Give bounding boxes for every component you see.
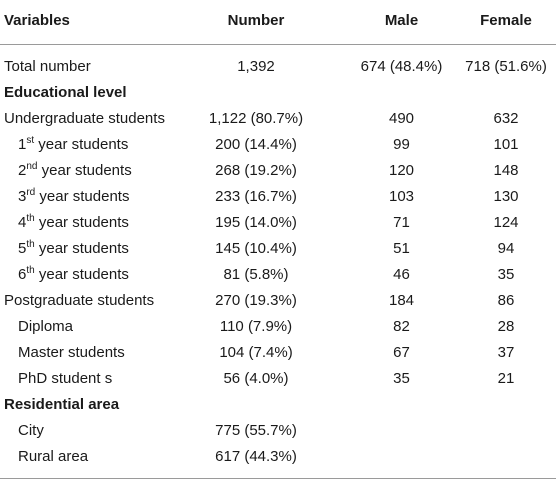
male-cell: 490 xyxy=(388,110,415,127)
male-cell: 674 (48.4%) xyxy=(360,58,443,75)
male-cell: 99 xyxy=(393,136,410,153)
row-label: Undergraduate students xyxy=(4,110,165,127)
number-cell: 1,122 (80.7%) xyxy=(208,110,304,127)
row-label: Master students xyxy=(18,344,125,361)
bottom-rule xyxy=(0,478,556,479)
table-row: 1st year students 200 (14.4%) 99 101 xyxy=(0,132,556,158)
female-cell: 130 xyxy=(493,188,519,205)
row-label: 3rd year students xyxy=(18,184,129,210)
row-label: Diploma xyxy=(18,318,74,335)
section-row: Residential area xyxy=(0,392,556,418)
row-label-rest: year students xyxy=(34,136,129,153)
row-label: 5th year students xyxy=(18,236,129,262)
female-cell: 101 xyxy=(493,136,519,153)
row-label-rest: year students xyxy=(34,240,129,257)
ordinal-suffix: nd xyxy=(26,161,38,172)
number-cell: 145 (10.4%) xyxy=(215,240,297,257)
header-divider xyxy=(0,44,556,45)
row-label: PhD student s xyxy=(18,370,113,387)
number-cell: 200 (14.4%) xyxy=(215,136,297,153)
table-row: 4th year students 195 (14.0%) 71 124 xyxy=(0,210,556,236)
number-cell: 1,392 xyxy=(237,58,275,75)
row-label-rest: year students xyxy=(34,214,129,231)
row-label: Postgraduate students xyxy=(4,292,155,309)
table-row: 5th year students 145 (10.4%) 51 94 xyxy=(0,236,556,262)
ordinal-suffix: rd xyxy=(26,187,36,198)
row-label: 4th year students xyxy=(18,210,129,236)
female-cell: 124 xyxy=(493,214,519,231)
ordinal-suffix: th xyxy=(26,239,35,250)
female-cell: 148 xyxy=(493,162,519,179)
table-row: Total number 1,392 674 (48.4%) 718 (51.6… xyxy=(0,54,556,80)
table-row: 2nd year students 268 (19.2%) 120 148 xyxy=(0,158,556,184)
header-female: Female xyxy=(480,12,532,29)
number-cell: 104 (7.4%) xyxy=(219,344,293,361)
male-cell: 82 xyxy=(393,318,410,335)
ordinal-number: 1 xyxy=(18,136,27,153)
table-row: Master students 104 (7.4%) 67 37 xyxy=(0,340,556,366)
female-cell: 37 xyxy=(497,344,515,361)
female-cell: 35 xyxy=(497,266,515,283)
table-row: Rural area 617 (44.3%) xyxy=(0,444,556,470)
ordinal-number: 6 xyxy=(18,266,27,283)
section-heading: Educational level xyxy=(4,84,127,101)
female-cell: 632 xyxy=(493,110,519,127)
ordinal-number: 5 xyxy=(18,240,27,257)
row-label: Rural area xyxy=(18,448,89,465)
table-row: 6th year students 81 (5.8%) 46 35 xyxy=(0,262,556,288)
row-label: 6th year students xyxy=(18,262,129,288)
section-heading: Residential area xyxy=(4,396,120,413)
number-cell: 270 (19.3%) xyxy=(215,292,297,309)
female-cell: 94 xyxy=(497,240,515,257)
number-cell: 617 (44.3%) xyxy=(215,448,297,465)
ordinal-suffix: th xyxy=(26,213,35,224)
table-row: Postgraduate students 270 (19.3%) 184 86 xyxy=(0,288,556,314)
female-cell: 28 xyxy=(497,318,515,335)
male-cell: 120 xyxy=(388,162,415,179)
number-cell: 110 (7.9%) xyxy=(219,318,293,335)
table-row: Diploma 110 (7.9%) 82 28 xyxy=(0,314,556,340)
header-variables: Variables xyxy=(4,12,70,29)
row-label: 2nd year students xyxy=(18,158,132,184)
row-label: Total number xyxy=(4,58,91,75)
header-number: Number xyxy=(227,12,285,29)
ordinal-number: 2 xyxy=(18,162,27,179)
number-cell: 81 (5.8%) xyxy=(223,266,289,283)
male-cell: 51 xyxy=(393,240,410,257)
number-cell: 775 (55.7%) xyxy=(215,422,297,439)
table-row: PhD student s 56 (4.0%) 35 21 xyxy=(0,366,556,392)
male-cell: 71 xyxy=(393,214,410,231)
header-row: Variables Number Male Female xyxy=(0,8,556,34)
header-male: Male xyxy=(384,12,419,29)
female-cell: 86 xyxy=(497,292,515,309)
row-label: City xyxy=(18,422,44,439)
male-cell: 67 xyxy=(393,344,410,361)
number-cell: 233 (16.7%) xyxy=(215,188,297,205)
male-cell: 46 xyxy=(393,266,410,283)
row-label-rest: year students xyxy=(35,188,130,205)
ordinal-number: 4 xyxy=(18,214,27,231)
table-row: 3rd year students 233 (16.7%) 103 130 xyxy=(0,184,556,210)
number-cell: 195 (14.0%) xyxy=(215,214,297,231)
row-label-rest: year students xyxy=(34,266,129,283)
row-label: 1st year students xyxy=(18,132,128,158)
table-row: Undergraduate students 1,122 (80.7%) 490… xyxy=(0,106,556,132)
number-cell: 268 (19.2%) xyxy=(215,162,297,179)
female-cell: 718 (51.6%) xyxy=(465,58,547,75)
table-row: City 775 (55.7%) xyxy=(0,418,556,444)
number-cell: 56 (4.0%) xyxy=(223,370,289,387)
row-label-rest: year students xyxy=(37,162,132,179)
male-cell: 35 xyxy=(393,370,410,387)
male-cell: 184 xyxy=(388,292,415,309)
section-row: Educational level xyxy=(0,80,556,106)
female-cell: 21 xyxy=(497,370,515,387)
ordinal-suffix: th xyxy=(26,265,35,276)
ordinal-suffix: st xyxy=(26,135,35,146)
male-cell: 103 xyxy=(388,188,415,205)
ordinal-number: 3 xyxy=(18,188,27,205)
